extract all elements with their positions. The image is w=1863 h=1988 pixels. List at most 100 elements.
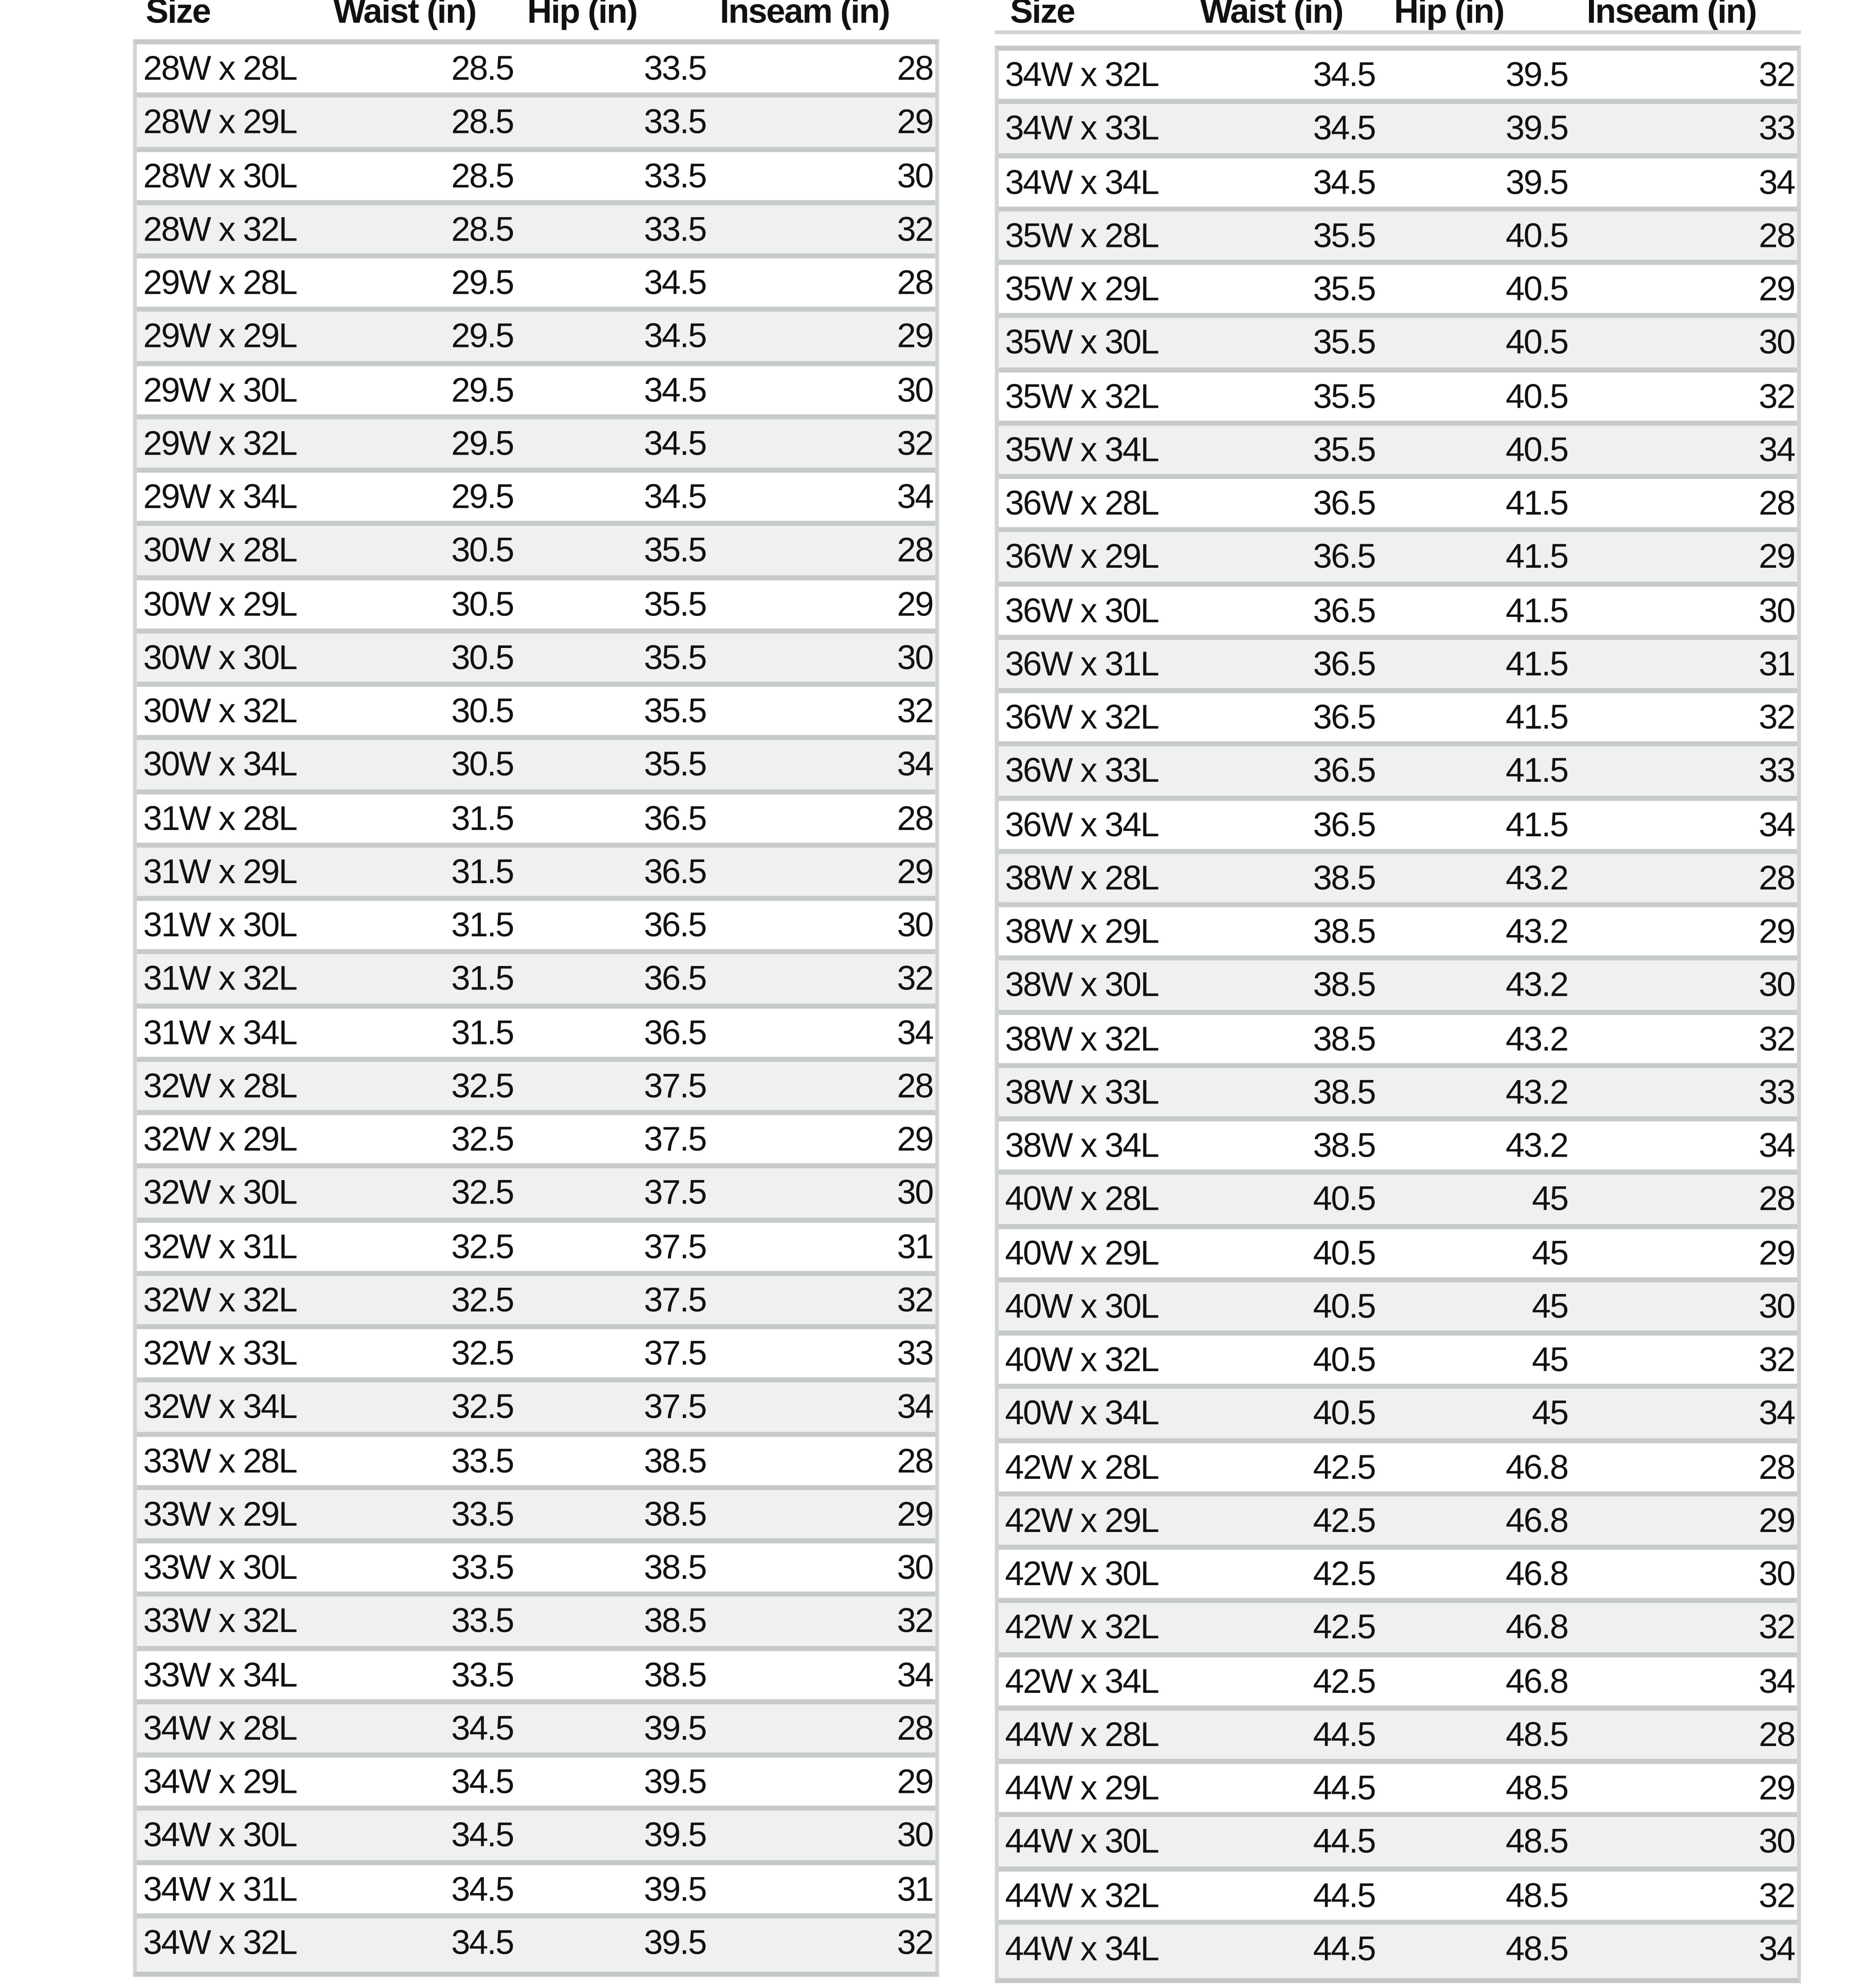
cell-inseam: 29 bbox=[1758, 1769, 1796, 1807]
cell-hip: 46.8 bbox=[1506, 1662, 1569, 1700]
cell-inseam: 32 bbox=[897, 1923, 934, 1961]
cell-hip: 43.2 bbox=[1506, 966, 1569, 1004]
table-row: 38W x 28L 38.5 43.2 28 bbox=[999, 853, 1797, 907]
cell-waist: 35.5 bbox=[1313, 430, 1376, 469]
cell-waist: 30.5 bbox=[451, 638, 514, 677]
table-row: 35W x 34L 35.5 40.5 34 bbox=[999, 425, 1797, 479]
cell-inseam: 32 bbox=[1758, 55, 1796, 94]
cell-inseam: 28 bbox=[1758, 1180, 1796, 1218]
cell-hip: 37.5 bbox=[644, 1227, 707, 1265]
cell-inseam: 33 bbox=[897, 1334, 934, 1372]
cell-inseam: 32 bbox=[1758, 698, 1796, 736]
cell-size: 31W x 32L bbox=[143, 959, 298, 998]
cell-size: 30W x 29L bbox=[143, 584, 298, 623]
table-row: 32W x 34L 32.5 37.5 34 bbox=[137, 1382, 936, 1436]
table-row: 34W x 30L 34.5 39.5 30 bbox=[137, 1811, 936, 1865]
cell-waist: 38.5 bbox=[1313, 1073, 1376, 1111]
cell-size: 28W x 30L bbox=[143, 156, 298, 195]
cell-hip: 37.5 bbox=[644, 1173, 707, 1212]
table-row: 34W x 29L 34.5 39.5 29 bbox=[137, 1758, 936, 1811]
cell-size: 32W x 29L bbox=[143, 1120, 298, 1158]
table-row: 44W x 34L 44.5 48.5 34 bbox=[999, 1924, 1797, 1978]
table-row: 42W x 34L 42.5 46.8 34 bbox=[999, 1657, 1797, 1710]
cell-inseam: 28 bbox=[1758, 1447, 1796, 1486]
cell-waist: 36.5 bbox=[1313, 752, 1376, 790]
cell-inseam: 33 bbox=[1758, 1073, 1796, 1111]
cell-waist: 38.5 bbox=[1313, 1126, 1376, 1165]
cell-size: 34W x 29L bbox=[143, 1762, 298, 1801]
table-row: 33W x 34L 33.5 38.5 34 bbox=[137, 1651, 936, 1704]
cell-hip: 45 bbox=[1532, 1233, 1569, 1272]
cell-hip: 41.5 bbox=[1506, 484, 1569, 522]
cell-inseam: 30 bbox=[897, 156, 934, 195]
table-row: 29W x 30L 29.5 34.5 30 bbox=[137, 365, 936, 419]
table-row: 38W x 29L 38.5 43.2 29 bbox=[999, 907, 1797, 961]
cell-inseam: 30 bbox=[897, 1548, 934, 1587]
cell-inseam: 28 bbox=[1758, 216, 1796, 255]
cell-waist: 40.5 bbox=[1313, 1180, 1376, 1218]
table-row: 30W x 34L 30.5 35.5 34 bbox=[137, 740, 936, 794]
cell-size: 32W x 30L bbox=[143, 1173, 298, 1212]
cell-waist: 31.5 bbox=[451, 799, 514, 837]
header-inseam: Inseam (in) bbox=[720, 0, 890, 31]
cell-inseam: 32 bbox=[1758, 1019, 1796, 1058]
cell-hip: 43.2 bbox=[1506, 858, 1569, 897]
cell-hip: 33.5 bbox=[644, 210, 707, 248]
table-row: 30W x 28L 30.5 35.5 28 bbox=[137, 526, 936, 580]
cell-inseam: 34 bbox=[1758, 1929, 1796, 1968]
table-row: 29W x 28L 29.5 34.5 28 bbox=[137, 259, 936, 312]
cell-waist: 38.5 bbox=[1313, 912, 1376, 951]
cell-waist: 36.5 bbox=[1313, 538, 1376, 576]
cell-waist: 32.5 bbox=[451, 1227, 514, 1265]
cell-hip: 37.5 bbox=[644, 1120, 707, 1158]
cell-inseam: 34 bbox=[897, 478, 934, 516]
cell-hip: 48.5 bbox=[1506, 1929, 1569, 1968]
header-hip: Hip (in) bbox=[527, 0, 638, 31]
cell-hip: 40.5 bbox=[1506, 216, 1569, 255]
cell-waist: 28.5 bbox=[451, 103, 514, 141]
cell-waist: 34.5 bbox=[451, 1869, 514, 1908]
cell-size: 34W x 30L bbox=[143, 1816, 298, 1854]
cell-waist: 38.5 bbox=[1313, 1019, 1376, 1058]
cell-hip: 37.5 bbox=[644, 1067, 707, 1105]
cell-waist: 35.5 bbox=[1313, 269, 1376, 308]
cell-inseam: 28 bbox=[1758, 484, 1796, 522]
cell-hip: 38.5 bbox=[644, 1495, 707, 1533]
cell-size: 34W x 33L bbox=[1005, 109, 1160, 147]
cell-size: 29W x 34L bbox=[143, 478, 298, 516]
cell-size: 28W x 29L bbox=[143, 103, 298, 141]
cell-inseam: 34 bbox=[1758, 1394, 1796, 1432]
cell-size: 35W x 28L bbox=[1005, 216, 1160, 255]
cell-size: 42W x 32L bbox=[1005, 1608, 1160, 1646]
cell-hip: 35.5 bbox=[644, 745, 707, 784]
cell-size: 40W x 30L bbox=[1005, 1287, 1160, 1325]
cell-size: 34W x 32L bbox=[143, 1923, 298, 1961]
cell-inseam: 30 bbox=[897, 1816, 934, 1854]
cell-hip: 38.5 bbox=[644, 1602, 707, 1640]
cell-inseam: 29 bbox=[897, 317, 934, 356]
cell-hip: 39.5 bbox=[1506, 55, 1569, 94]
table-row: 44W x 32L 44.5 48.5 32 bbox=[999, 1871, 1797, 1925]
cell-hip: 43.2 bbox=[1506, 1126, 1569, 1165]
cell-waist: 31.5 bbox=[451, 906, 514, 944]
table-row: 34W x 32L 34.5 39.5 32 bbox=[137, 1918, 936, 1972]
cell-hip: 46.8 bbox=[1506, 1608, 1569, 1646]
cell-inseam: 30 bbox=[897, 1173, 934, 1212]
cell-hip: 48.5 bbox=[1506, 1876, 1569, 1914]
cell-hip: 40.5 bbox=[1506, 430, 1569, 469]
cell-hip: 43.2 bbox=[1506, 912, 1569, 951]
cell-size: 44W x 28L bbox=[1005, 1715, 1160, 1754]
table-row: 36W x 33L 36.5 41.5 33 bbox=[999, 747, 1797, 800]
cell-size: 35W x 34L bbox=[1005, 430, 1160, 469]
cell-size: 33W x 29L bbox=[143, 1495, 298, 1533]
header-waist: Waist (in) bbox=[1200, 0, 1344, 31]
cell-hip: 39.5 bbox=[644, 1869, 707, 1908]
cell-inseam: 29 bbox=[897, 584, 934, 623]
cell-size: 31W x 29L bbox=[143, 852, 298, 891]
cell-waist: 33.5 bbox=[451, 1655, 514, 1694]
cell-hip: 39.5 bbox=[644, 1709, 707, 1747]
cell-hip: 35.5 bbox=[644, 692, 707, 730]
cell-inseam: 28 bbox=[1758, 858, 1796, 897]
table-row: 30W x 29L 30.5 35.5 29 bbox=[137, 580, 936, 634]
table-row: 35W x 30L 35.5 40.5 30 bbox=[999, 318, 1797, 372]
